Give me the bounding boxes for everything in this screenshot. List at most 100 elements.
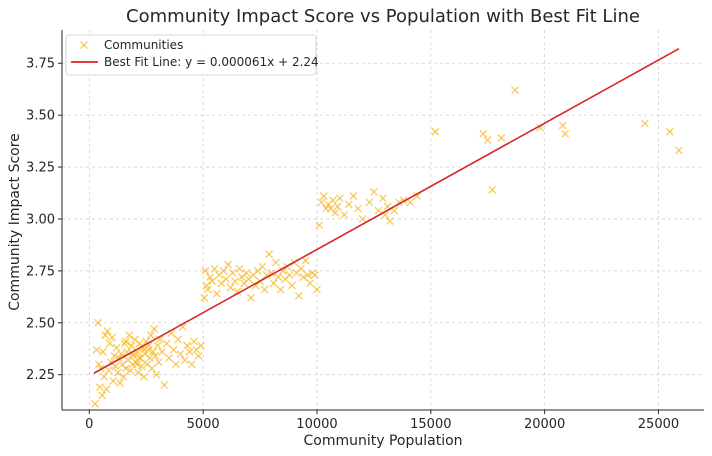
data-point xyxy=(95,383,104,392)
data-point xyxy=(165,354,173,363)
data-point xyxy=(479,129,488,138)
x-tick-label: 0 xyxy=(85,417,93,432)
data-point xyxy=(92,345,101,354)
data-point xyxy=(91,399,99,408)
data-point xyxy=(224,260,233,269)
x-axis-ticks: 0 5000 10000 15000 20000 25000 xyxy=(85,410,679,432)
data-point xyxy=(317,198,326,207)
data-point xyxy=(127,341,136,350)
data-point xyxy=(171,360,180,369)
data-point xyxy=(331,208,340,217)
legend-marker-communities xyxy=(80,41,88,49)
legend-label-communities: Communities xyxy=(104,38,183,52)
data-point xyxy=(228,268,237,277)
data-point xyxy=(137,362,146,371)
data-point xyxy=(200,293,209,302)
data-point xyxy=(674,146,683,155)
data-point xyxy=(169,345,178,354)
data-point xyxy=(313,285,321,294)
data-point xyxy=(558,121,567,130)
data-point xyxy=(276,285,285,294)
y-axis-title: Community Impact Score xyxy=(7,133,23,311)
y-tick-label: 2.75 xyxy=(26,264,55,279)
best-fit-line-group xyxy=(93,47,680,374)
grid-lines xyxy=(62,30,704,410)
data-point xyxy=(147,364,156,373)
data-point xyxy=(160,381,169,390)
data-point xyxy=(328,196,337,205)
data-point xyxy=(301,256,310,265)
data-point xyxy=(133,347,142,356)
data-point xyxy=(208,277,217,286)
data-point xyxy=(272,258,280,267)
data-point xyxy=(146,331,155,340)
data-point xyxy=(201,266,210,275)
data-point xyxy=(246,293,255,302)
data-point xyxy=(274,273,283,282)
legend-x-marker xyxy=(80,41,88,49)
data-point xyxy=(431,127,440,136)
data-point xyxy=(128,349,137,358)
data-point xyxy=(94,318,102,327)
data-point xyxy=(235,264,244,273)
data-point xyxy=(121,364,130,373)
data-point xyxy=(101,331,110,340)
data-point xyxy=(561,129,570,138)
data-point xyxy=(109,376,118,385)
data-point xyxy=(511,86,520,95)
data-point xyxy=(113,368,122,377)
data-point xyxy=(365,198,374,207)
data-point xyxy=(180,356,189,365)
data-point xyxy=(483,136,492,145)
data-point xyxy=(203,285,212,294)
data-point xyxy=(151,352,160,360)
data-point xyxy=(116,379,125,387)
data-point xyxy=(125,331,134,340)
data-point xyxy=(105,339,114,348)
data-point xyxy=(294,291,303,300)
data-point xyxy=(149,347,158,356)
x-tick-label: 5000 xyxy=(187,417,220,432)
data-point xyxy=(497,134,506,142)
data-point xyxy=(158,347,167,356)
data-point xyxy=(344,200,353,209)
data-point xyxy=(121,337,130,346)
y-axis-ticks: 2.25 2.50 2.75 3.00 3.25 3.50 3.75 xyxy=(26,57,62,383)
data-point xyxy=(379,194,387,203)
data-point xyxy=(112,343,121,352)
data-point xyxy=(119,372,128,381)
data-point xyxy=(306,279,315,288)
y-tick-label: 3.25 xyxy=(26,161,55,176)
data-point xyxy=(145,354,154,363)
data-point xyxy=(212,289,221,298)
x-tick-label: 15000 xyxy=(410,417,451,432)
data-point xyxy=(269,279,278,288)
data-point xyxy=(262,271,271,279)
data-point xyxy=(103,327,112,336)
data-point xyxy=(133,360,142,369)
legend-box xyxy=(65,34,317,76)
data-point xyxy=(413,192,422,201)
data-point xyxy=(233,287,242,296)
data-point xyxy=(335,194,344,203)
data-point xyxy=(126,366,135,375)
data-point xyxy=(134,368,143,377)
data-point xyxy=(110,352,119,360)
data-point xyxy=(374,206,383,215)
data-point xyxy=(242,268,251,277)
data-point xyxy=(185,347,194,356)
data-point xyxy=(265,250,274,259)
data-point xyxy=(183,341,192,350)
data-point xyxy=(299,273,308,282)
data-point xyxy=(94,360,103,369)
x-tick-label: 25000 xyxy=(638,417,679,432)
data-point xyxy=(210,264,219,273)
data-point xyxy=(640,119,649,128)
y-tick-label: 2.50 xyxy=(26,316,55,331)
data-point xyxy=(488,185,497,194)
y-tick-label: 2.25 xyxy=(26,368,55,383)
best-fit-line xyxy=(93,47,680,374)
data-point xyxy=(190,337,199,346)
data-point xyxy=(287,281,296,290)
